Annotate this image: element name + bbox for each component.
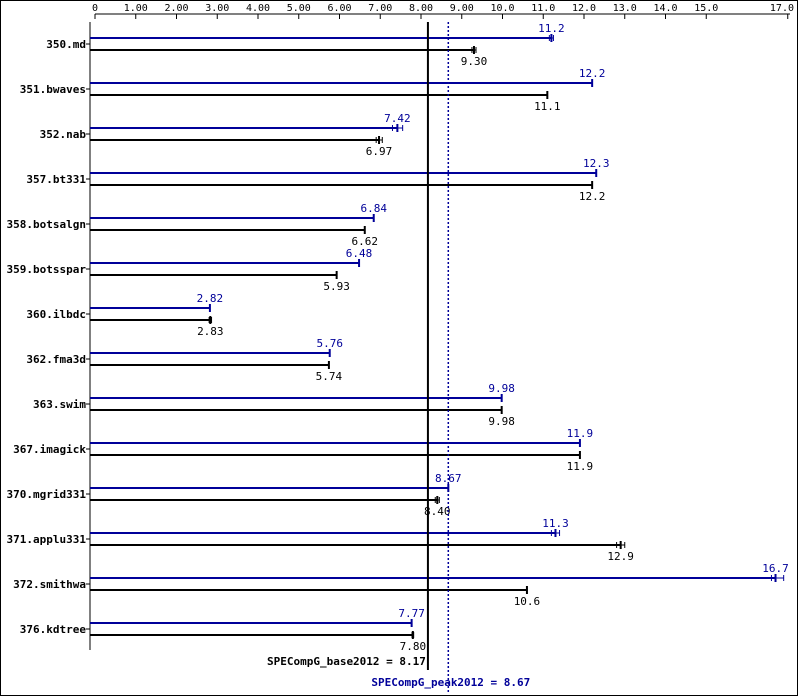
- x-tick-label-10: 10.0: [490, 3, 514, 14]
- base-value-label-12: 10.6: [514, 595, 541, 608]
- x-tick-label-14: 14.0: [653, 3, 677, 14]
- peak-value-label-9: 11.9: [567, 427, 594, 440]
- benchmark-label-7: 362.fma3d: [26, 353, 86, 366]
- base-value-label-2: 6.97: [366, 145, 393, 158]
- peak-value-label-12: 16.7: [762, 562, 789, 575]
- x-tick-label-9: 9.00: [450, 3, 474, 14]
- peak-value-label-6: 2.82: [197, 292, 224, 305]
- base-value-label-5: 5.93: [323, 280, 350, 293]
- peak-value-label-13: 7.77: [398, 607, 425, 620]
- peak-value-label-11: 11.3: [542, 517, 569, 530]
- base-value-label-4: 6.62: [352, 235, 379, 248]
- x-tick-label-7: 7.00: [368, 3, 392, 14]
- x-tick-label-5: 5.00: [287, 3, 311, 14]
- peak-value-label-4: 6.84: [360, 202, 387, 215]
- peak-value-label-0: 11.2: [538, 22, 565, 35]
- x-tick-label-16: 17.0: [770, 3, 794, 14]
- x-tick-label-4: 4.00: [246, 3, 270, 14]
- x-tick-label-12: 12.0: [572, 3, 596, 14]
- x-tick-label-3: 3.00: [205, 3, 229, 14]
- base-value-label-3: 12.2: [579, 190, 606, 203]
- base-value-label-13: 7.80: [400, 640, 427, 653]
- peak-mean-label: SPECompG_peak2012 = 8.67: [371, 676, 530, 689]
- base-value-label-1: 11.1: [534, 100, 561, 113]
- x-tick-label-8: 8.00: [409, 3, 433, 14]
- benchmark-label-11: 371.applu331: [7, 533, 87, 546]
- peak-value-label-8: 9.98: [488, 382, 515, 395]
- x-tick-label-1: 1.00: [124, 3, 148, 14]
- benchmark-label-5: 359.botsspar: [7, 263, 87, 276]
- base-value-label-11: 12.9: [607, 550, 634, 563]
- benchmark-label-9: 367.imagick: [13, 443, 86, 456]
- base-mean-label: SPECompG_base2012 = 8.17: [267, 655, 426, 668]
- x-tick-label-6: 6.00: [327, 3, 351, 14]
- x-tick-label-0: 0: [92, 3, 98, 14]
- benchmark-label-1: 351.bwaves: [20, 83, 86, 96]
- benchmark-label-12: 372.smithwa: [13, 578, 86, 591]
- base-value-label-9: 11.9: [567, 460, 594, 473]
- base-value-label-8: 9.98: [488, 415, 515, 428]
- peak-value-label-5: 6.48: [346, 247, 373, 260]
- peak-value-label-1: 12.2: [579, 67, 606, 80]
- x-tick-label-2: 2.00: [164, 3, 188, 14]
- peak-value-label-2: 7.42: [384, 112, 411, 125]
- peak-value-label-3: 12.3: [583, 157, 610, 170]
- benchmark-label-2: 352.nab: [40, 128, 87, 141]
- benchmark-label-0: 350.md: [46, 38, 86, 51]
- base-value-label-10: 8.40: [424, 505, 451, 518]
- benchmark-label-10: 370.mgrid331: [7, 488, 87, 501]
- benchmark-label-4: 358.botsalgn: [7, 218, 86, 231]
- base-value-label-7: 5.74: [316, 370, 343, 383]
- x-tick-label-13: 13.0: [613, 3, 637, 14]
- benchmark-label-6: 360.ilbdc: [26, 308, 86, 321]
- benchmark-label-3: 357.bt331: [26, 173, 86, 186]
- base-value-label-6: 2.83: [197, 325, 224, 338]
- x-tick-label-15: 15.0: [694, 3, 718, 14]
- benchmark-label-13: 376.kdtree: [20, 623, 87, 636]
- x-tick-label-11: 11.0: [531, 3, 555, 14]
- benchmark-label-8: 363.swim: [33, 398, 86, 411]
- base-value-label-0: 9.30: [461, 55, 488, 68]
- peak-value-label-7: 5.76: [316, 337, 343, 350]
